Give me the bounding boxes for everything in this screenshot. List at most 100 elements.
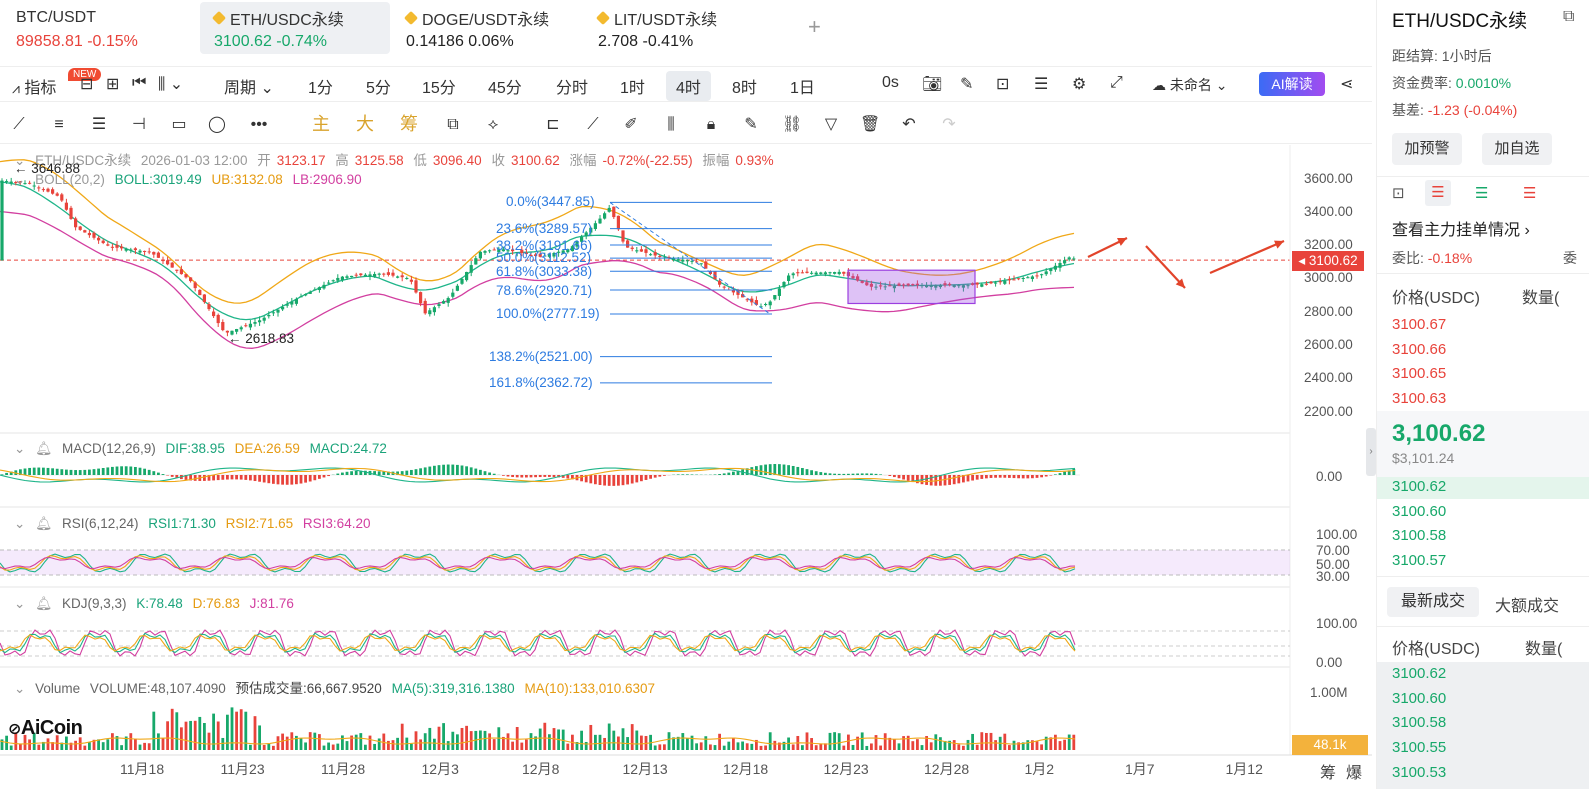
ask-price[interactable]: 3100.65 [1392, 365, 1447, 383]
interval-timeline[interactable]: 分时 [556, 80, 589, 97]
book-bids-icon[interactable]: ☰ [1475, 185, 1489, 202]
chevron-down-icon[interactable]: ⌄ [14, 681, 26, 696]
rect-tool-icon[interactable]: ▭ [171, 116, 187, 133]
chevron-down-icon[interactable]: ⌄ [14, 441, 26, 456]
interval-1h[interactable]: 1时 [620, 80, 645, 97]
share-icon[interactable]: ⋖ [1340, 76, 1354, 93]
settings-icon[interactable]: ⚙ [1072, 76, 1087, 93]
bell-icon[interactable]: 🔔︎ [35, 596, 53, 611]
edit-icon[interactable]: ✎ [744, 116, 758, 133]
layout-name-dropdown[interactable]: ☁ 未命名 ⌄ [1152, 77, 1228, 93]
macd-histogram-bar [561, 475, 565, 478]
undo-icon[interactable]: ↶ [902, 116, 916, 133]
tab-large-trades[interactable]: 大额成交 [1495, 598, 1560, 615]
interval-15m[interactable]: 15分 [422, 80, 456, 97]
trade-price[interactable]: 3100.60 [1392, 689, 1447, 707]
link-icon[interactable]: ⛓ [782, 116, 803, 133]
measure-icon[interactable]: ⟡ [487, 116, 499, 133]
bell-icon[interactable]: 🔔︎ [35, 441, 53, 456]
macd-histogram-bar [428, 466, 432, 475]
add-tab-button[interactable]: + [808, 14, 821, 39]
layout-icon[interactable]: ⊟ [80, 76, 94, 93]
ask-price[interactable]: 3100.66 [1392, 340, 1447, 358]
bid-price[interactable]: 3100.60 [1392, 502, 1447, 520]
popout-icon[interactable]: ⧉ [1563, 8, 1575, 25]
ai-interpret-button[interactable]: AI解读 [1259, 72, 1325, 96]
collapse-panel-button[interactable]: › [1366, 428, 1376, 476]
bell-icon[interactable]: 🔔︎ [35, 516, 53, 531]
ask-price[interactable]: 3100.67 [1392, 316, 1447, 333]
orderbook-link[interactable]: 查看主力挂单情况 › [1392, 222, 1530, 239]
interval-5m[interactable]: 5分 [366, 80, 391, 97]
more-shapes-icon[interactable]: ••• [250, 116, 268, 133]
book-both-icon[interactable]: ☰ [1425, 180, 1451, 206]
interval-1d[interactable]: 1日 [790, 80, 815, 97]
pen-icon[interactable]: ✎ [960, 76, 974, 93]
macd-histogram-bar [285, 475, 289, 485]
cross-tool-icon[interactable]: ⊣ [132, 116, 146, 133]
chevron-down-icon[interactable]: ⌄ [14, 596, 26, 611]
period-dropdown[interactable]: 周期 ⌄ [224, 80, 274, 97]
camera-icon[interactable]: 📷︎ [922, 76, 943, 93]
tab-latest-trades[interactable]: 最新成交 [1387, 587, 1479, 617]
hline-tool-icon[interactable]: ☰ [91, 116, 107, 133]
parallel-tool-icon[interactable]: ≡ [54, 116, 64, 133]
kdj-k-line [0, 632, 1076, 654]
brush-icon[interactable]: ✐ [624, 116, 638, 133]
logo-mark-icon: ⊘ [8, 721, 21, 738]
chart-area[interactable]: ⌄ ETH/USDC永续 2026-01-03 12:00 开 3123.17 高… [0, 145, 1372, 789]
add-favorite-button[interactable]: 加自选 [1482, 133, 1552, 165]
lock-icon[interactable]: 🔒︎ [706, 116, 716, 133]
trade-price[interactable]: 3100.58 [1392, 714, 1447, 732]
candle-tool-icon[interactable]: ⫼ [667, 116, 675, 133]
trade-price[interactable]: 3100.62 [1392, 665, 1447, 682]
interval-4h[interactable]: 4时 [666, 71, 711, 101]
tab-eth-usdc[interactable]: ETH/USDC永续 3100.62 -0.74% [200, 2, 390, 54]
tab-lit-usdt[interactable]: LIT/USDT永续 2.708 -0.41% [584, 2, 774, 54]
redo-icon[interactable]: ↷ [942, 116, 956, 133]
tab-doge-usdt[interactable]: DOGE/USDT永续 0.14186 0.06% [392, 2, 582, 54]
ellipse-tool-icon[interactable]: ◯ [208, 116, 226, 133]
add-alert-button[interactable]: 加预警 [1392, 133, 1462, 165]
chevron-down-icon[interactable]: ⌄ [14, 153, 26, 168]
macd-value: MACD:24.72 [309, 441, 387, 456]
interval-1m[interactable]: 1分 [308, 80, 333, 97]
interval-45m[interactable]: 45分 [488, 80, 522, 97]
chips-toggle[interactable]: 筹 [1320, 765, 1337, 782]
ruler-icon[interactable]: ⟋ [587, 116, 599, 133]
macd-histogram-bar [828, 473, 832, 475]
main-force-button[interactable]: 主 [312, 114, 330, 134]
liquidation-toggle[interactable]: 爆 [1346, 765, 1363, 782]
volume-bar [566, 743, 570, 750]
text-tool-icon[interactable]: ⊏ [546, 116, 560, 133]
rewind-icon[interactable]: ⏮ [132, 74, 147, 91]
time-tick-label: 1月7 [1125, 761, 1155, 777]
chevron-down-icon[interactable]: ⌄ [14, 516, 26, 531]
fullscreen-icon[interactable]: ⤢ [1110, 74, 1123, 91]
candle-body [156, 252, 160, 258]
trade-price[interactable]: 3100.53 [1392, 763, 1447, 781]
bid-price[interactable]: 3100.58 [1392, 527, 1447, 545]
list-icon[interactable]: ☰ [1034, 76, 1049, 93]
book-view-icon[interactable]: ⊡ [1392, 185, 1405, 202]
volume-bar [350, 735, 353, 750]
bid-price[interactable]: 3100.62 [1392, 478, 1447, 495]
line-tool-icon[interactable]: ⟋ [13, 116, 25, 133]
chips-button[interactable]: 筹 [400, 114, 418, 134]
indicator-button[interactable]: ⩘ 指标 NEW [12, 68, 102, 98]
chevron-down-icon[interactable]: ⌄ [14, 172, 26, 187]
magnet-icon[interactable]: ⧉ [447, 116, 459, 133]
candle-type-icon[interactable]: ⫼ ⌄ [158, 76, 184, 93]
chart-canvas[interactable] [0, 145, 1372, 789]
interval-8h[interactable]: 8时 [732, 80, 757, 97]
filter-icon[interactable]: ▽ [824, 116, 838, 133]
trash-icon[interactable]: 🗑︎ [860, 116, 881, 133]
big-order-button[interactable]: 大 [356, 114, 374, 134]
trade-price[interactable]: 3100.55 [1392, 739, 1447, 757]
book-asks-icon[interactable]: ☰ [1523, 185, 1537, 202]
grid-icon[interactable]: ⊞ [106, 76, 120, 93]
comment-icon[interactable]: ⊡ [996, 76, 1010, 93]
ask-price[interactable]: 3100.63 [1392, 390, 1447, 408]
bid-price[interactable]: 3100.57 [1392, 552, 1447, 570]
tab-btc-usdt[interactable]: BTC/USDT 89858.81 -0.15% [2, 2, 190, 54]
